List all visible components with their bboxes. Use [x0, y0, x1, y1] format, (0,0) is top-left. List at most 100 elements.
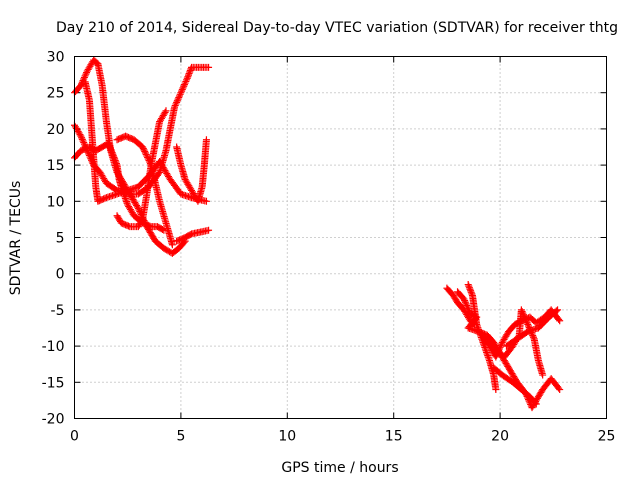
data-point: [464, 305, 472, 313]
data-point: [498, 340, 506, 348]
data-point: [108, 149, 116, 157]
data-point: [517, 306, 525, 314]
tick-layer: 0 5 10 15 20 25 -20 -15 -10 -5 0 5 10 15 20 25 30: [42, 50, 616, 445]
data-point: [85, 150, 93, 158]
data-point: [529, 333, 537, 341]
data-point: [175, 94, 183, 102]
series-arc-13: [485, 306, 547, 379]
data-point: [162, 107, 170, 115]
data-point: [124, 222, 132, 230]
data-point: [185, 70, 193, 78]
data-point: [462, 300, 470, 308]
chart-title: Day 210 of 2014, Sidereal Day-to-day VTE…: [56, 20, 618, 36]
data-point: [80, 139, 88, 147]
data-point: [202, 197, 210, 205]
data-point: [159, 226, 167, 234]
data-point: [205, 226, 213, 234]
data-point: [531, 399, 539, 407]
data-point: [171, 102, 179, 110]
x-tick-label: 0: [70, 429, 79, 445]
data-point: [182, 77, 190, 85]
data-point: [463, 303, 471, 311]
data-point: [464, 281, 472, 289]
data-point: [177, 89, 185, 97]
data-point: [460, 295, 468, 303]
data-point: [78, 135, 86, 143]
y-tick-label: 30: [47, 50, 65, 66]
data-point: [465, 282, 473, 290]
data-point: [556, 386, 564, 394]
series-arc-5: [113, 132, 176, 249]
series-arc-6: [113, 107, 170, 231]
data-point: [463, 301, 471, 309]
data-point: [174, 95, 182, 103]
data-point: [205, 63, 213, 71]
data-point: [80, 73, 88, 81]
data-point: [139, 143, 147, 151]
data-point: [178, 85, 186, 93]
data-point: [179, 84, 187, 92]
data-point: [141, 149, 149, 157]
data-point: [171, 103, 179, 111]
data-point: [175, 92, 183, 100]
grid-layer: [74, 56, 607, 419]
data-point: [539, 371, 547, 379]
data-layer: [71, 56, 564, 412]
data-point: [181, 79, 189, 87]
data-point: [106, 142, 114, 150]
data-point: [134, 205, 142, 213]
data-point: [556, 317, 564, 325]
data-point: [81, 72, 89, 80]
y-tick-label: -20: [42, 412, 65, 428]
plot-frame: [74, 56, 607, 419]
data-point: [141, 148, 149, 156]
data-point: [111, 155, 119, 163]
data-point: [180, 81, 188, 89]
data-point: [554, 306, 562, 314]
y-tick-label: 0: [56, 267, 65, 283]
data-point: [110, 153, 118, 161]
series-arc-15: [502, 306, 562, 350]
data-point: [106, 144, 114, 152]
data-point: [467, 287, 475, 295]
data-point: [101, 194, 109, 202]
data-point: [168, 241, 176, 249]
data-point: [522, 316, 530, 324]
data-point: [518, 308, 526, 316]
data-point: [532, 400, 540, 408]
data-point: [76, 131, 84, 139]
data-point: [524, 322, 532, 330]
data-point: [143, 152, 151, 160]
data-point: [468, 290, 476, 298]
data-point: [108, 147, 116, 155]
data-point: [135, 206, 143, 214]
data-point: [520, 311, 528, 319]
data-point: [172, 100, 180, 108]
data-point: [80, 140, 88, 148]
data-point: [555, 384, 563, 392]
y-tick-label: -10: [42, 339, 65, 355]
data-point: [522, 317, 530, 325]
data-point: [520, 312, 528, 320]
data-point: [133, 203, 141, 211]
y-tick-label: 20: [47, 122, 65, 138]
data-point: [523, 319, 531, 327]
data-point: [139, 145, 147, 153]
data-point: [146, 222, 154, 230]
data-point: [186, 68, 194, 76]
data-point: [78, 134, 86, 142]
data-point: [107, 146, 115, 154]
data-point: [105, 139, 113, 147]
x-tick-label: 15: [385, 429, 403, 445]
data-point: [184, 73, 192, 81]
data-point: [524, 320, 532, 328]
y-tick-label: 25: [47, 86, 65, 102]
data-point: [85, 151, 93, 159]
x-tick-label: 10: [278, 429, 296, 445]
data-point: [136, 208, 144, 216]
data-point: [202, 136, 210, 144]
data-point: [138, 217, 146, 225]
data-point: [79, 137, 87, 145]
data-point: [77, 132, 85, 140]
